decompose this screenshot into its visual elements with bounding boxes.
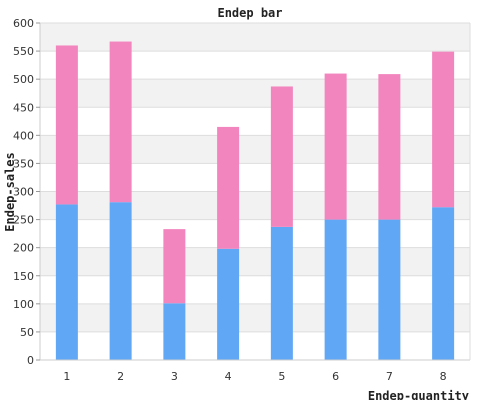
y-axis-label: Endep-sales [3, 152, 17, 231]
grid-band [40, 247, 470, 276]
grid-band [40, 79, 470, 108]
bar-1-2 [109, 202, 132, 360]
x-tick-label: 4 [225, 370, 232, 383]
bar-2-6 [324, 73, 347, 220]
bar-2-7 [378, 74, 401, 220]
y-tick-label: 350 [13, 157, 34, 170]
x-tick-label: 8 [440, 370, 447, 383]
x-tick-label: 5 [278, 370, 285, 383]
bar-2-1 [55, 45, 78, 205]
bar-2-2 [109, 41, 132, 203]
grid-bands [40, 23, 470, 332]
grid-band [40, 23, 470, 52]
x-tick-label: 2 [117, 370, 124, 383]
bar-2-5 [270, 86, 293, 227]
y-tick-label: 100 [13, 298, 34, 311]
chart-title: Endep bar [217, 6, 282, 20]
bar-1-1 [55, 204, 78, 360]
grid-band [40, 191, 470, 220]
y-tick-label: 450 [13, 101, 34, 114]
y-tick-label: 550 [13, 45, 34, 58]
y-tick-label: 400 [13, 129, 34, 142]
y-tick-label: 300 [13, 186, 34, 199]
grid-band [40, 135, 470, 164]
y-tick-label: 200 [13, 242, 34, 255]
y-tick-label: 500 [13, 73, 34, 86]
bar-1-8 [432, 207, 455, 360]
y-tick-label: 50 [20, 326, 34, 339]
x-tick-label: 7 [386, 370, 393, 383]
bar-1-4 [217, 248, 240, 360]
bar-1-5 [270, 226, 293, 360]
x-tick-label: 3 [171, 370, 178, 383]
bar-2-8 [432, 51, 455, 208]
bar-2-3 [163, 229, 186, 304]
x-tick-labels: 1 2 3 4 5 6 7 8 [63, 370, 446, 383]
bar-1-6 [324, 219, 347, 360]
bar-1-7 [378, 219, 401, 360]
y-tick-label: 250 [13, 214, 34, 227]
x-tick-label: 1 [63, 370, 70, 383]
y-tick-label: 600 [13, 17, 34, 30]
y-tick-label: 150 [13, 270, 34, 283]
bars-group [55, 41, 455, 360]
y-tick-label: 0 [27, 354, 34, 367]
x-axis-label: Endep-quantity [368, 389, 469, 400]
grid-band [40, 303, 470, 332]
x-tick-label: 6 [332, 370, 339, 383]
bar-1-3 [163, 303, 186, 360]
y-tick-labels: 0 50 100 150 200 250 300 350 400 450 500 550 600 [13, 17, 40, 367]
bar-2-4 [217, 126, 240, 249]
